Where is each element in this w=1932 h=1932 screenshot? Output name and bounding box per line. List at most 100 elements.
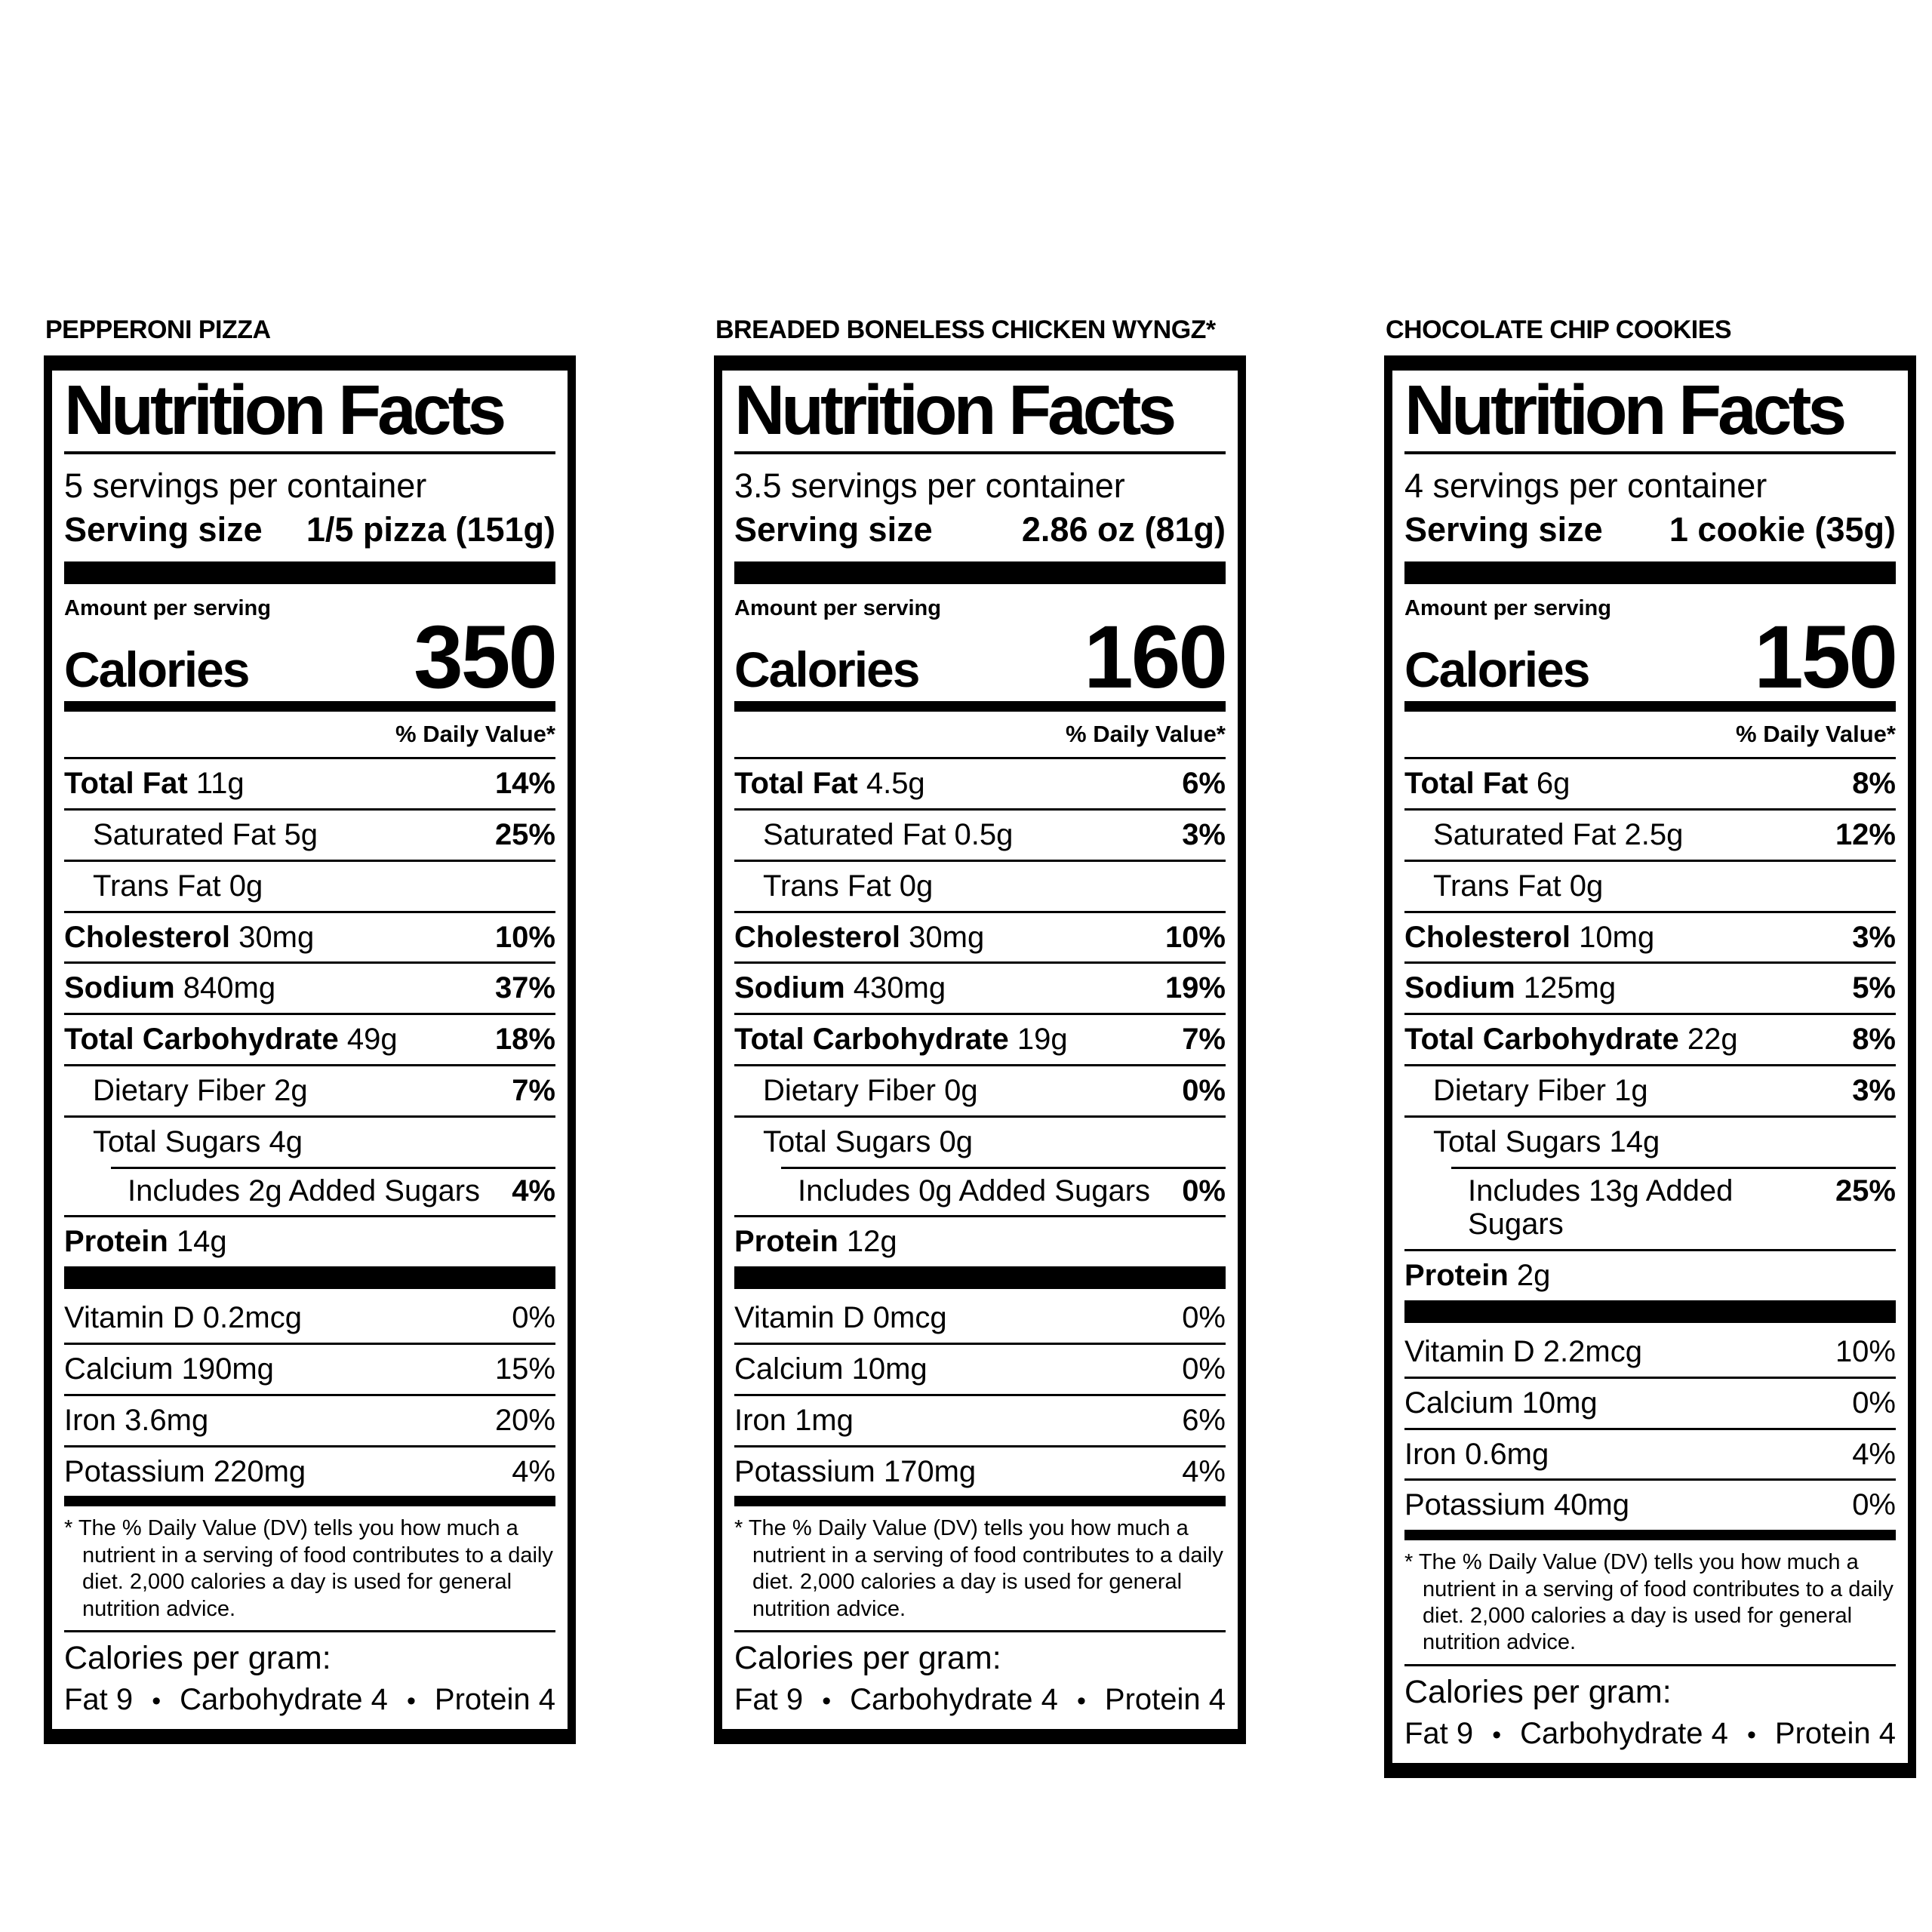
name-text: Cholesterol [1404,920,1571,954]
amount-text: 2.5g [1624,818,1684,852]
medium-divider [734,1496,1226,1507]
thick-divider [64,561,555,585]
nutrient-name: Protein 12g [734,1225,906,1259]
bullet-separator: • [1746,1720,1756,1749]
nutrient-name: Trans Fat 0g [1433,869,1612,903]
amount-per-serving-label: Amount per serving [734,596,941,621]
daily-value: 0% [1852,1488,1896,1522]
amount-text: 2.2mcg [1543,1335,1642,1369]
name-text: Calcium [64,1352,174,1386]
cpg-protein: Protein 4 [1774,1716,1896,1750]
nutrient-name: Potassium 40mg [1404,1488,1638,1522]
nutrient-row: Dietary Fiber 2g 7% [64,1064,555,1115]
calories-per-gram-values: Fat 9 • Carbohydrate 4 • Protein 4 [1404,1717,1896,1751]
name-text: Iron [64,1403,116,1437]
amount-text: 40mg [1553,1488,1629,1522]
nutrient-row: Total Fat 4.5g 6% [734,757,1226,808]
name-text: Potassium [734,1454,875,1488]
name-text: Potassium [64,1454,205,1488]
cpg-carbohydrate: Carbohydrate 4 [850,1682,1058,1716]
servings-per-container: 4 servings per container [1404,466,1767,505]
nutrient-name: Total Sugars 4g [93,1125,312,1159]
daily-value: 0% [1852,1386,1896,1420]
nutrient-rows: Total Fat 11g 14% Saturated Fat 5g 25% Trans… [64,757,555,1266]
panel-heading: Nutrition Facts [64,374,555,454]
footnote: * The % Daily Value (DV) tells you how m… [734,1516,1223,1621]
nutrient-name: Total Sugars 14g [1433,1125,1669,1159]
bullet-separator: • [822,1686,832,1715]
name-text: Vitamin D [734,1301,865,1335]
bullet-separator: • [1492,1720,1502,1749]
daily-value: 20% [494,1403,555,1437]
bullet-separator: • [152,1686,162,1715]
nutrient-row: Sodium 125mg 5% [1404,961,1896,1013]
nutrient-name: Total Fat 11g [64,767,254,801]
amount-text: 6g [1536,767,1571,801]
nutrient-row: Total Carbohydrate 19g 7% [734,1013,1226,1064]
calories-value: 150 [1754,608,1898,708]
nutrient-row: Saturated Fat 2.5g 12% [1404,808,1896,860]
amount-text: 10mg [1579,920,1655,954]
nutrient-name: Total Fat 4.5g [734,767,934,801]
nutrient-row: Total Fat 6g 8% [1404,757,1896,808]
name-text: Total Sugars [763,1124,931,1158]
medium-divider [1404,701,1896,712]
nutrient-name: Sodium 840mg [64,971,285,1005]
nutrient-name: Total Fat 6g [1404,767,1579,801]
calories-row: Calories 150 [1404,608,1898,708]
thick-divider [734,561,1226,585]
amount-text: 2g [274,1074,308,1108]
nutrient-name: Cholesterol 30mg [64,921,323,955]
nutrient-row: Total Carbohydrate 22g 8% [1404,1013,1896,1064]
nutrient-row: Includes 13g Added Sugars 25% [1404,1166,1896,1250]
daily-value: 0% [512,1301,555,1335]
daily-value: 7% [1182,1023,1226,1057]
vitamin-row: Iron 1mg 6% [734,1393,1226,1445]
daily-value: 7% [512,1074,555,1108]
bullet-separator: • [1076,1686,1086,1715]
nutrient-row: Saturated Fat 5g 25% [64,808,555,860]
name-text: Cholesterol [734,920,901,954]
daily-value: 4% [1852,1437,1896,1471]
name-text: Total Sugars [93,1124,261,1158]
nutrient-row: Cholesterol 30mg 10% [64,910,555,962]
nutrient-row: Dietary Fiber 0g 0% [734,1064,1226,1115]
nutrient-name: Saturated Fat 2.5g [1433,818,1692,852]
nutrient-row: Trans Fat 0g [734,859,1226,911]
daily-value: 19% [1164,971,1226,1005]
nutrition-facts-panel: Nutrition Facts 4 servings per container… [1384,355,1916,1778]
amount-text: 14g [1609,1124,1660,1158]
vitamin-row: Vitamin D 2.2mcg 10% [1404,1327,1896,1377]
nutrient-name: Iron 0.6mg [1404,1438,1558,1472]
nutrient-name: Total Carbohydrate 19g [734,1023,1077,1057]
daily-value: 25% [1835,1174,1896,1208]
vitamin-row: Vitamin D 0.2mcg 0% [64,1294,555,1343]
medium-divider [64,1496,555,1507]
nutrient-row: Total Sugars 4g [64,1115,555,1167]
amount-text: 0.6mg [1465,1437,1549,1471]
nutrient-name: Total Sugars 0g [763,1125,982,1159]
name-text: Saturated Fat [1433,818,1617,852]
nutrient-rows: Total Fat 4.5g 6% Saturated Fat 0.5g 3% Tran… [734,757,1226,1266]
daily-value: 0% [1182,1301,1226,1335]
nutrient-name: Trans Fat 0g [93,869,272,903]
nutrient-name: Sodium 430mg [734,971,955,1005]
amount-text: 30mg [909,920,985,954]
daily-value-header: % Daily Value* [395,721,555,748]
name-text: Includes 13g Added Sugars [1468,1174,1734,1241]
vitamin-row: Potassium 40mg 0% [1404,1478,1896,1530]
amount-text: 4.5g [866,767,925,801]
amount-text: 14g [176,1225,227,1259]
medium-divider [64,701,555,712]
name-text: Total Fat [64,767,188,801]
footnote: * The % Daily Value (DV) tells you how m… [64,1516,553,1621]
serving-size-row: Serving size 1/5 pizza (151g) [64,510,555,549]
calories-label: Calories [734,641,920,697]
name-text: Includes 0g Added Sugars [798,1174,1151,1208]
thick-divider [1404,561,1896,585]
daily-value: 5% [1852,971,1896,1005]
nutrient-name: Potassium 170mg [734,1455,985,1489]
serving-size-value: 1/5 pizza (151g) [306,510,555,549]
nutrition-labels-row: PEPPERONI PIZZA Nutrition Facts 5 servin… [44,315,1916,1778]
daily-value-header: % Daily Value* [1736,721,1896,748]
